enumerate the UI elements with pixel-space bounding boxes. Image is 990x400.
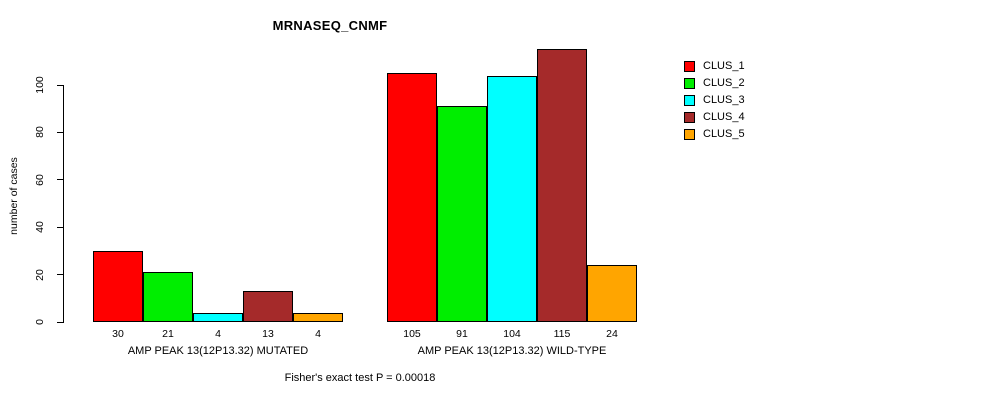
bar-value-label: 24 — [606, 328, 618, 340]
group-label: AMP PEAK 13(12P13.32) WILD-TYPE — [417, 345, 607, 357]
bar — [243, 291, 293, 322]
y-axis-tick — [57, 226, 63, 228]
y-axis-tick — [57, 84, 63, 86]
legend-item-label: CLUS_1 — [703, 60, 745, 72]
group-label: AMP PEAK 13(12P13.32) MUTATED — [127, 345, 309, 357]
legend-item-label: CLUS_4 — [703, 111, 745, 123]
legend-item-label: CLUS_2 — [703, 77, 745, 89]
y-axis-tick — [57, 321, 63, 323]
y-axis-tick — [57, 179, 63, 181]
legend-color-swatch — [684, 112, 695, 123]
y-axis-tick — [57, 274, 63, 276]
bar-value-label: 30 — [112, 328, 124, 340]
bar — [143, 272, 193, 322]
legend-item-label: CLUS_5 — [703, 128, 745, 140]
chart-title: MRNASEQ_CNMF — [272, 18, 388, 33]
legend-color-swatch — [684, 78, 695, 89]
bar — [537, 49, 587, 322]
legend-item-clus_2[interactable]: CLUS_2 — [684, 77, 884, 91]
bar-value-label: 91 — [456, 328, 468, 340]
y-axis-line — [63, 85, 64, 323]
legend-color-swatch — [684, 61, 695, 72]
legend-color-swatch — [684, 95, 695, 106]
bar — [487, 75, 537, 322]
chart-legend: CLUS_1 CLUS_2 CLUS_3 CLUS_4 CLUS_5 — [684, 60, 884, 145]
bar-value-label: 4 — [315, 328, 321, 340]
bar — [193, 312, 243, 322]
bar-value-label: 4 — [215, 328, 221, 340]
bars-layer: 30 21 4 13 4 105 91 104 115 24 — [93, 49, 637, 340]
group-axis-labels: AMP PEAK 13(12P13.32) MUTATED AMP PEAK 13… — [127, 345, 607, 357]
bar — [587, 265, 637, 322]
y-axis-ticks: 0 20 40 60 80 100 — [34, 76, 63, 325]
bar — [437, 106, 487, 322]
legend-item-clus_1[interactable]: CLUS_1 — [684, 60, 884, 74]
legend-color-swatch — [684, 129, 695, 140]
bar — [387, 73, 437, 322]
bar-value-label: 13 — [262, 328, 274, 340]
bar-value-label: 115 — [553, 328, 571, 340]
bar-value-label: 104 — [503, 328, 521, 340]
plot-area: number of cases 0 20 40 60 80 100 30 21 4 13 4 105… — [8, 49, 637, 357]
bar-value-label: 105 — [403, 328, 421, 340]
bar-value-label: 21 — [162, 328, 174, 340]
legend-item-label: CLUS_3 — [703, 94, 745, 106]
statistical-test-text: Fisher's exact test P = 0.00018 — [284, 372, 436, 384]
bar — [293, 312, 343, 322]
y-axis-tick — [57, 131, 63, 133]
legend-item-clus_3[interactable]: CLUS_3 — [684, 94, 884, 108]
bar — [93, 250, 143, 322]
statistical-test-annotation: Fisher's exact test P = 0.00018 — [0, 372, 990, 384]
legend-item-clus_5[interactable]: CLUS_5 — [684, 128, 884, 142]
legend-item-clus_4[interactable]: CLUS_4 — [684, 111, 884, 125]
